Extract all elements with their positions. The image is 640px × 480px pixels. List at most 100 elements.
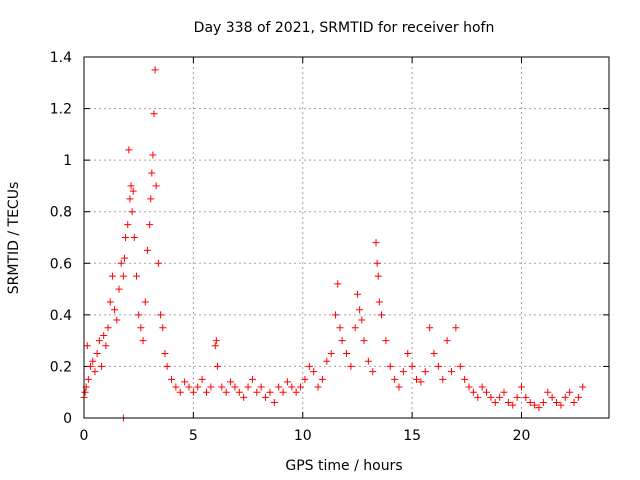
data-point [566,388,574,396]
data-point [108,272,116,280]
data-point [372,239,380,247]
data-point [111,306,119,314]
data-point [283,378,291,386]
x-tick-label: 10 [294,428,312,444]
data-point [378,311,385,319]
data-point [332,311,340,319]
data-point [544,388,552,396]
data-point [240,393,248,401]
data-point [478,383,486,391]
data-point [207,383,215,391]
data-point [81,388,89,396]
data-point [496,393,504,401]
data-point [535,404,543,412]
data-point [570,399,578,407]
data-point [292,388,300,396]
data-point [364,357,372,365]
data-point [374,272,382,280]
data-point [358,316,366,324]
data-point [194,383,202,391]
data-point [301,375,309,383]
data-point [336,324,344,332]
data-point [122,234,130,241]
data-point [119,272,127,280]
data-point [150,110,158,118]
data-point [189,388,197,396]
data-point [176,388,184,396]
x-axis-label: GPS time / hours [285,458,402,474]
data-point [266,388,274,396]
data-point [133,272,140,280]
data-point [338,337,346,345]
data-point [146,221,154,229]
data-point [323,357,331,365]
data-point [314,383,322,391]
data-point [141,298,149,306]
data-point [375,298,383,306]
data-point [262,393,270,401]
data-point [161,350,169,358]
data-point [218,383,226,391]
data-point [474,393,482,401]
data-point [84,375,92,383]
data-point [522,393,530,401]
data-point [465,383,473,391]
data-point [310,368,318,376]
plot-border [83,56,610,419]
data-point [334,280,342,288]
x-tick-label: 15 [403,428,421,444]
data-point [426,324,434,332]
data-point [143,246,151,254]
data-point [343,350,350,358]
data-point [93,350,101,358]
data-point [168,375,175,383]
data-point [152,182,160,190]
x-tick-label: 20 [513,428,531,444]
data-point [452,324,460,332]
data-point [91,368,99,376]
data-point [504,399,512,407]
data-point [456,362,464,370]
data-point [360,337,368,345]
data-point [235,388,243,396]
data-point [353,290,361,298]
data-point [579,383,587,391]
data-point [509,401,517,409]
data-point [356,306,364,314]
y-tick-label: 1 [63,153,72,169]
data-point [288,383,296,391]
data-point [244,383,252,391]
data-point [211,342,219,350]
data-point [213,362,221,370]
data-point [347,362,355,370]
data-point [129,187,137,195]
data-point [89,357,97,365]
y-tick-label: 1.2 [50,102,72,118]
data-point [212,337,220,345]
data-point [115,285,123,293]
data-point [395,383,403,391]
data-point [513,393,521,401]
data-point [163,362,171,370]
data-point [227,378,235,386]
data-point [408,362,416,370]
data-point [139,337,147,345]
data-point [487,393,495,401]
data-point [185,383,193,391]
data-point [137,324,145,332]
data-point [100,331,108,339]
data-point [421,368,429,376]
data-point [561,393,569,401]
data-point [135,311,143,319]
y-axis-label: SRMTID / TECUs [6,182,22,295]
data-point [391,375,399,383]
data-point [461,375,469,383]
data-point [157,311,165,319]
data-point [106,298,114,306]
data-point [404,350,412,358]
data-point [95,337,103,345]
data-point [443,337,451,345]
data-point [434,362,442,370]
data-point [382,337,390,345]
